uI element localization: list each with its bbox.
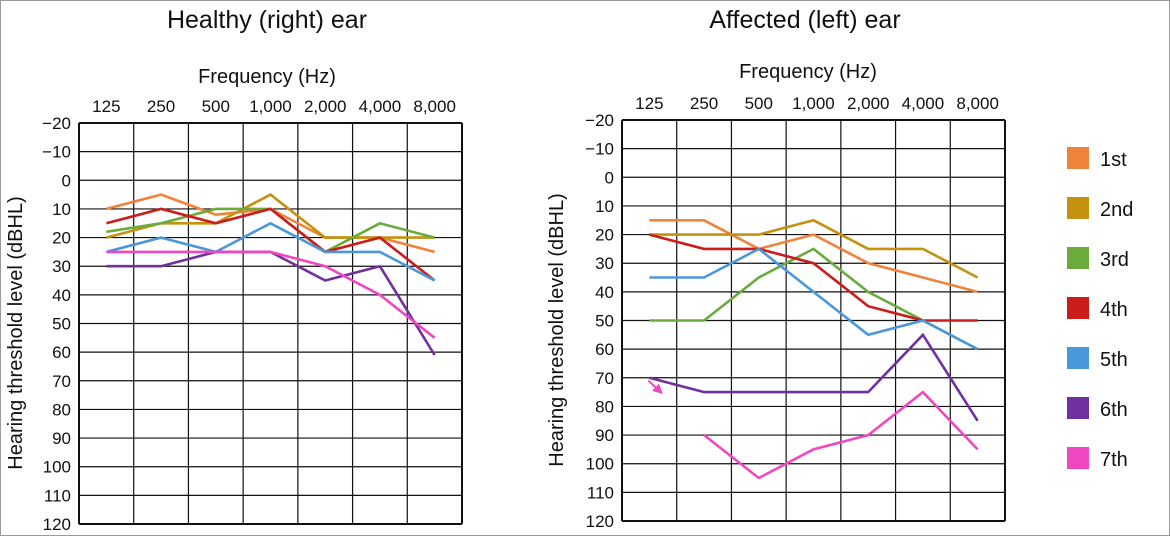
legend-swatch-3rd <box>1067 247 1089 269</box>
legend-swatch-1st <box>1067 147 1089 169</box>
series-line-2nd <box>106 193 435 239</box>
y-tick-label: 20 <box>52 229 71 248</box>
series-line-1st <box>649 219 978 294</box>
y-tick-label: 60 <box>52 343 71 362</box>
x-tick-label: 125 <box>92 97 120 116</box>
series-line-4th <box>106 207 436 282</box>
y-axis-title-healthy: Hearing threshold level (dBHL) <box>5 196 27 469</box>
legend-label-2nd: 2nd <box>1100 199 1133 221</box>
y-tick-label: 90 <box>52 429 71 448</box>
series-line-2nd <box>649 218 979 279</box>
series-line-3rd <box>106 207 435 254</box>
y-tick-label: 110 <box>44 486 71 505</box>
x-tick-label: 125 <box>635 94 663 113</box>
legend-swatch-2nd <box>1067 197 1089 219</box>
x-tick-label: 1,000 <box>249 97 292 116</box>
y-tick-label: −10 <box>585 140 614 159</box>
y-tick-label: 30 <box>52 257 71 276</box>
y-tick-label: 40 <box>52 286 71 305</box>
y-tick-label: 50 <box>595 312 614 331</box>
y-tick-label: 60 <box>595 340 614 359</box>
x-tick-label: 8,000 <box>956 94 999 113</box>
y-tick-label: 0 <box>605 168 614 187</box>
legend-swatch-6th <box>1067 397 1089 419</box>
series-line-6th <box>649 332 979 422</box>
legend: 1st 2nd 3rd 4th 5th 6th 7th <box>1067 147 1133 471</box>
y-tick-label: 70 <box>595 369 614 388</box>
legend-label-6th: 6th <box>1100 399 1128 421</box>
chart-affected-ear: −20 −10 0 10 20 30 40 50 60 70 80 90 100 110 120 125 250… <box>585 94 1006 531</box>
x-tick-label: 2,000 <box>304 97 347 116</box>
annotation-arrow <box>647 379 663 395</box>
series-line-7th <box>106 250 436 339</box>
y-tick-label: 80 <box>595 397 614 416</box>
y-tick-label: 0 <box>62 171 71 190</box>
x-tick-label: 4,000 <box>902 94 945 113</box>
y-tick-label: −10 <box>42 143 71 162</box>
x-tick-label: 4,000 <box>359 97 402 116</box>
y-tick-label: 70 <box>52 372 71 391</box>
chart-title-affected: Affected (left) ear <box>709 6 900 34</box>
legend-label-1st: 1st <box>1100 149 1127 171</box>
x-tick-label: 500 <box>745 94 773 113</box>
y-tick-label: 50 <box>52 315 71 334</box>
series-line-5th <box>106 221 436 282</box>
y-tick-label: 10 <box>595 197 614 216</box>
legend-swatch-7th <box>1067 447 1089 469</box>
legend-label-4th: 4th <box>1100 299 1128 321</box>
x-tick-label: 1,000 <box>792 94 835 113</box>
y-tick-label: 20 <box>595 226 614 245</box>
legend-label-3rd: 3rd <box>1100 249 1129 271</box>
chart-title-healthy: Healthy (right) ear <box>167 6 367 34</box>
series-line-5th <box>649 247 979 351</box>
series-line-7th <box>703 390 979 480</box>
y-tick-label: 120 <box>586 512 614 531</box>
y-tick-label: 100 <box>586 455 614 474</box>
y-tick-label: 90 <box>595 426 614 445</box>
series-line-6th <box>106 250 436 356</box>
x-tick-label: 250 <box>147 97 175 116</box>
y-tick-label: −20 <box>585 111 614 130</box>
y-tick-label: 10 <box>52 200 71 219</box>
x-tick-label: 500 <box>202 97 230 116</box>
x-axis-title-healthy: Frequency (Hz) <box>198 66 336 88</box>
y-tick-label: −20 <box>42 114 71 133</box>
y-tick-label: 100 <box>43 458 71 477</box>
y-tick-label: 120 <box>43 515 71 534</box>
x-tick-label: 8,000 <box>413 97 456 116</box>
legend-swatch-4th <box>1067 297 1089 319</box>
chart-healthy-ear: −20 −10 0 10 20 30 40 50 60 70 80 90 100 110 120 125 250… <box>42 97 463 534</box>
y-tick-label: 40 <box>595 283 614 302</box>
y-tick-label: 80 <box>52 400 71 419</box>
legend-swatch-5th <box>1067 347 1089 369</box>
x-tick-label: 250 <box>690 94 718 113</box>
x-axis-title-affected: Frequency (Hz) <box>739 61 877 83</box>
legend-label-5th: 5th <box>1100 349 1128 371</box>
legend-label-7th: 7th <box>1100 449 1128 471</box>
y-tick-label: 110 <box>587 483 614 502</box>
x-tick-label: 2,000 <box>847 94 890 113</box>
y-axis-title-affected: Hearing threshold level (dBHL) <box>546 193 568 466</box>
y-tick-label: 30 <box>595 254 614 273</box>
